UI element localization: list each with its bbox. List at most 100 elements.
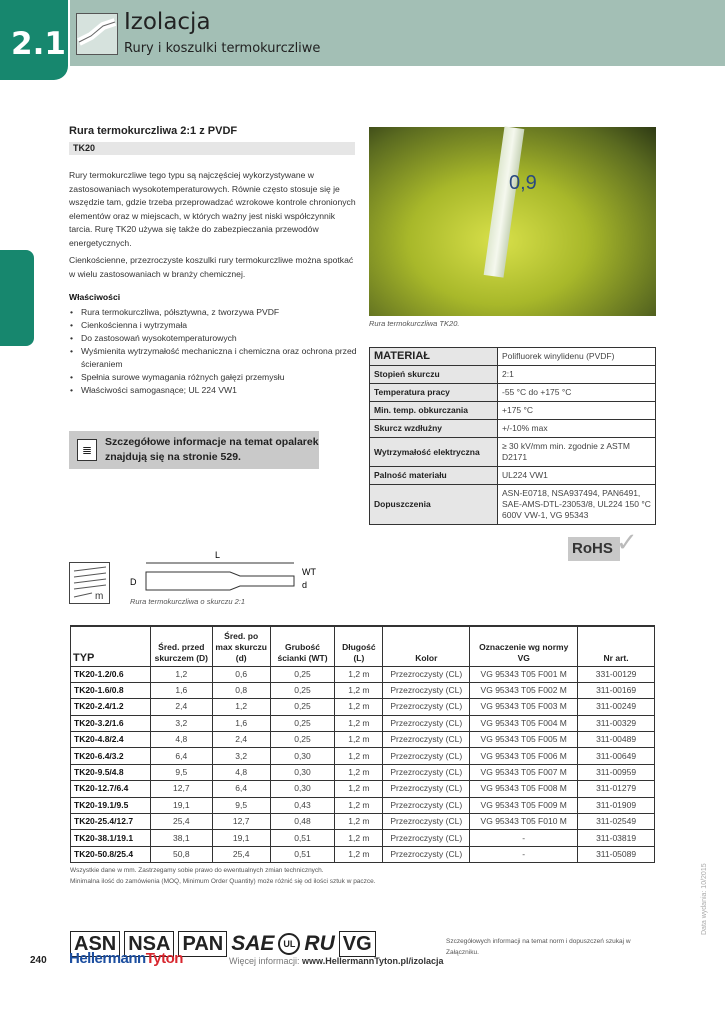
table-cell: 0,30 — [269, 763, 336, 782]
table-cell: TK20-12.7/6.4 — [70, 780, 151, 798]
material-row: Min. temp. obkurczania +175 °C — [369, 401, 656, 420]
table-cell: TK20-25.4/12.7 — [70, 813, 151, 831]
product-table-section: TYP Śred. przed skurczem (D) Śred. po max … — [70, 625, 655, 887]
table-cell: 311-01909 — [577, 796, 655, 815]
brand-logo: HellermannTyton — [69, 950, 183, 967]
table-cell: 311-02549 — [577, 813, 655, 831]
table-cell: 0,48 — [269, 813, 336, 831]
table-cell: 0,25 — [269, 731, 336, 749]
table-cell: TK20-4.8/2.4 — [70, 731, 151, 749]
paragraph: Cienkościenne, przezroczyste koszulki ru… — [69, 255, 354, 279]
table-cell: Przezroczysty (CL) — [382, 845, 471, 864]
column-header: Śred. przed skurczem (D) — [149, 625, 213, 667]
column-header: Długość (L) — [334, 625, 384, 667]
table-cell: VG 95343 T05 F004 M — [469, 714, 579, 733]
table-cell: 9,5 — [211, 796, 271, 815]
table-row: TK20-3.2/1.6 3,2 1,6 0,25 1,2 m Przezroczysty… — [70, 714, 655, 733]
property-item: Do zastosowań wysokotemperaturowych — [69, 332, 359, 345]
column-header: Kolor — [382, 625, 471, 667]
ul-logo: UL — [278, 933, 301, 955]
material-table: MATERIAŁ Polifluorek winylidenu (PVDF) Sto… — [369, 347, 656, 525]
table-cell: 3,2 — [149, 714, 213, 733]
table-cell: 1,2 m — [334, 714, 384, 733]
table-cell: 1,2 — [149, 665, 213, 683]
website-link[interactable]: www.HellermannTyton.pl/izolacja — [302, 956, 444, 966]
table-cell: Przezroczysty (CL) — [382, 714, 471, 733]
header-band — [70, 0, 725, 66]
table-cell: TK20-1.6/0.8 — [70, 681, 151, 700]
table-cell: 1,6 — [211, 714, 271, 733]
table-cell: Przezroczysty (CL) — [382, 731, 471, 749]
table-cell: TK20-2.4/1.2 — [70, 698, 151, 716]
left-column: Rura termokurczliwa 2:1 z PVDF TK20 Rury… — [69, 124, 359, 469]
table-row: TK20-50.8/25.4 50,8 25,4 0,51 1,2 m Przezrocz… — [70, 845, 655, 864]
sae-logo: SAE — [231, 932, 275, 955]
table-cell: 0,30 — [269, 747, 336, 765]
table-cell: 1,2 m — [334, 763, 384, 782]
table-cell: 1,2 m — [334, 845, 384, 864]
material-label: Min. temp. obkurczania — [369, 401, 498, 420]
table-cell: 311-00649 — [577, 747, 655, 765]
table-cell: 311-00249 — [577, 698, 655, 716]
svg-text:m: m — [95, 591, 103, 602]
table-cell: TK20-19.1/9.5 — [70, 796, 151, 815]
table-cell: 1,2 m — [334, 731, 384, 749]
table-cell: 311-00489 — [577, 731, 655, 749]
photo-caption: Rura termokurczliwa TK20. — [369, 319, 460, 328]
table-cell: 25,4 — [149, 813, 213, 831]
table-cell: 0,30 — [269, 780, 336, 798]
table-cell: VG 95343 T05 F003 M — [469, 698, 579, 716]
property-item: Właściwości samogasnące; UL 224 VW1 — [69, 384, 359, 397]
right-column: Rura termokurczliwa TK20. MATERIAŁ Polifl… — [369, 319, 656, 577]
chapter-number: 2.1 — [0, 0, 68, 80]
pan-logo: PAN — [178, 931, 228, 957]
svg-text:D: D — [130, 577, 137, 587]
property-item: Wyśmienita wytrzymałość mechaniczna i ch… — [69, 345, 359, 371]
table-cell: 4,8 — [211, 763, 271, 782]
table-cell: 19,1 — [211, 829, 271, 847]
material-label: Dopuszczenia — [369, 484, 498, 525]
table-cell: VG 95343 T05 F010 M — [469, 813, 579, 831]
table-row: TK20-25.4/12.7 25,4 12,7 0,48 1,2 m Przezrocz… — [70, 813, 655, 831]
table-row: TK20-9.5/4.8 9,5 4,8 0,30 1,2 m Przezroczysty… — [70, 763, 655, 782]
page-subtitle: Rury i koszulki termokurczliwe — [124, 41, 321, 56]
table-cell: 0,8 — [211, 681, 271, 700]
table-cell: 9,5 — [149, 763, 213, 782]
table-cell: 25,4 — [211, 845, 271, 864]
page-number: 240 — [30, 955, 47, 966]
table-cell: Przezroczysty (CL) — [382, 698, 471, 716]
table-cell: 311-00329 — [577, 714, 655, 733]
material-label: Wytrzymałość elektryczna — [369, 437, 498, 467]
table-cell: VG 95343 T05 F009 M — [469, 796, 579, 815]
table-cell: 2,4 — [211, 731, 271, 749]
table-cell: TK20-50.8/25.4 — [70, 845, 151, 864]
table-row: TK20-6.4/3.2 6,4 3,2 0,30 1,2 m Przezroczysty… — [70, 747, 655, 765]
table-cell: TK20-3.2/1.6 — [70, 714, 151, 733]
tube-icon — [76, 13, 118, 55]
column-header: Nr art. — [577, 625, 655, 667]
material-value: UL224 VW1 — [497, 466, 656, 485]
table-cell: 1,2 — [211, 698, 271, 716]
table-cell: 0,25 — [269, 698, 336, 716]
check-icon: ✓ — [616, 527, 638, 557]
table-cell: 0,51 — [269, 845, 336, 864]
material-value: Polifluorek winylidenu (PVDF) — [497, 347, 656, 366]
material-value: -55 °C do +175 °C — [497, 383, 656, 402]
svg-text:WT: WT — [302, 567, 316, 577]
material-value: +/-10% max — [497, 419, 656, 438]
table-cell: Przezroczysty (CL) — [382, 796, 471, 815]
cert-note: Szczegółowych informacji na temat norm i… — [446, 938, 631, 956]
table-cell: Przezroczysty (CL) — [382, 747, 471, 765]
material-label: Palność materiału — [369, 466, 498, 485]
table-row: TK20-38.1/19.1 38,1 19,1 0,51 1,2 m Przezrocz… — [70, 829, 655, 847]
table-cell: VG 95343 T05 F002 M — [469, 681, 579, 700]
nsa-logo: NSA — [124, 931, 175, 957]
table-cell: 311-05089 — [577, 845, 655, 864]
product-photo: 0,9 — [369, 126, 656, 316]
table-cell: 311-00169 — [577, 681, 655, 700]
asn-logo: ASN — [70, 931, 121, 957]
table-cell: - — [469, 845, 579, 864]
material-row: MATERIAŁ Polifluorek winylidenu (PVDF) — [369, 347, 656, 366]
table-cell: 1,2 m — [334, 780, 384, 798]
table-cell: 1,2 m — [334, 665, 384, 683]
